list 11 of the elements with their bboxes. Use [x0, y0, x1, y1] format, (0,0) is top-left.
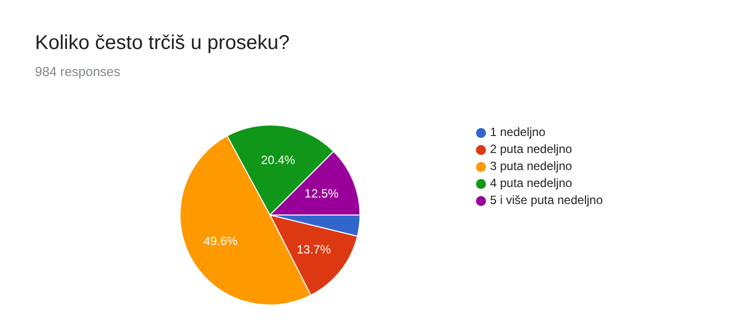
legend-label: 3 puta nedeljno [490, 159, 572, 173]
chart-title: Koliko često trčiš u proseku? [35, 32, 290, 55]
legend-label: 4 puta nedeljno [490, 176, 572, 190]
data-label: 20.4% [261, 152, 296, 167]
data-label: 13.7% [296, 242, 332, 257]
legend-label: 1 nedeljno [490, 125, 546, 139]
chart-subtitle: 984 responses [35, 64, 120, 79]
data-label: 49.6% [204, 234, 238, 248]
legend-label: 5 i više puta nedeljno [490, 193, 603, 207]
data-label: 12.5% [304, 186, 339, 201]
legend-label: 2 puta nedeljno [490, 142, 572, 156]
